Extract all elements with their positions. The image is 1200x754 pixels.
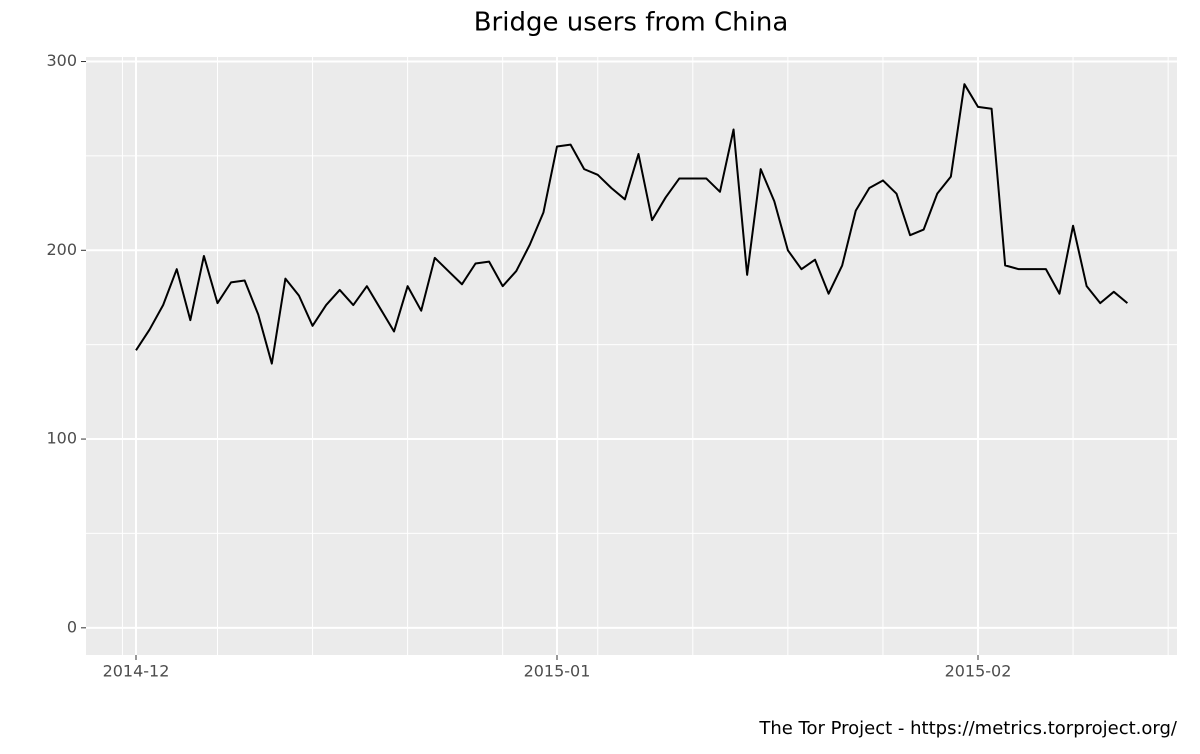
chart-title: Bridge users from China	[474, 8, 789, 38]
y-tick-label: 200	[46, 240, 77, 259]
x-tick-label: 2014-12	[103, 662, 170, 681]
y-tick-label: 100	[46, 429, 77, 448]
panel	[86, 57, 1177, 655]
y-tick-label: 300	[46, 51, 77, 70]
y-tick-label: 0	[67, 617, 77, 636]
line	[135, 83, 1129, 365]
x-tick-label: 2015-01	[524, 662, 591, 681]
caption: The Tor Project - https://metrics.torpro…	[758, 718, 1178, 739]
x-tick-label: 2015-02	[945, 662, 1012, 681]
